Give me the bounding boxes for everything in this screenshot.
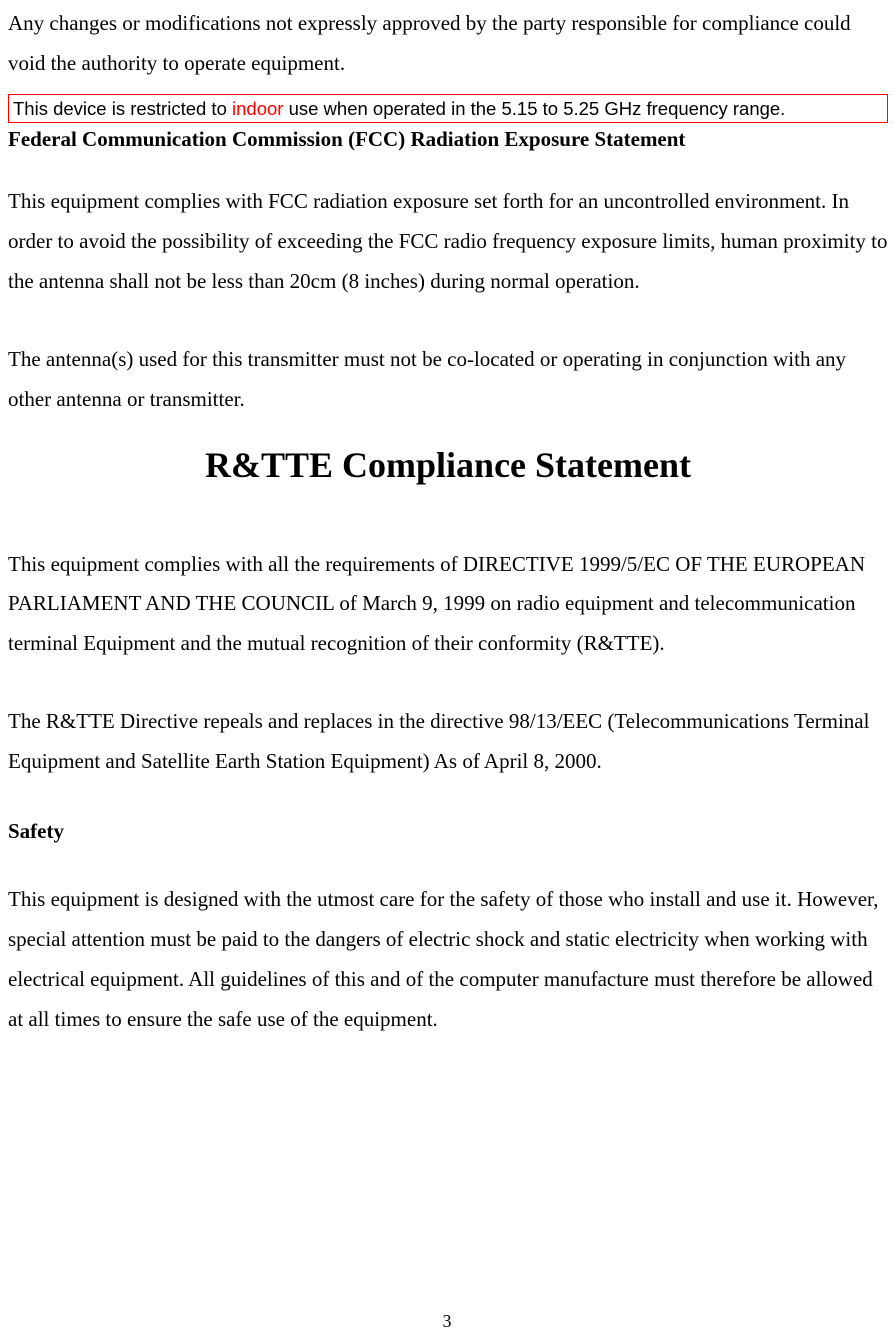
fcc-paragraph-1: This equipment complies with FCC radiati… bbox=[8, 182, 888, 302]
document-page: Any changes or modifications not express… bbox=[0, 0, 894, 1342]
notice-prefix: This device is restricted to bbox=[13, 98, 232, 119]
rtte-paragraph-1: This equipment complies with all the req… bbox=[8, 545, 888, 665]
spacer bbox=[8, 312, 888, 340]
fcc-paragraph-2: The antenna(s) used for this transmitter… bbox=[8, 340, 888, 420]
safety-paragraph: This equipment is designed with the utmo… bbox=[8, 880, 888, 1040]
rtte-paragraph-2: The R&TTE Directive repeals and replaces… bbox=[8, 702, 888, 782]
intro-paragraph: Any changes or modifications not express… bbox=[8, 4, 888, 84]
notice-highlight-word: indoor bbox=[232, 98, 283, 119]
fcc-heading: Federal Communication Commission (FCC) R… bbox=[8, 125, 888, 154]
indoor-restriction-notice: This device is restricted to indoor use … bbox=[8, 94, 888, 123]
spacer bbox=[8, 674, 888, 702]
rtte-title: R&TTE Compliance Statement bbox=[8, 442, 888, 489]
page-number: 3 bbox=[0, 1304, 894, 1338]
safety-heading: Safety bbox=[8, 812, 888, 852]
notice-suffix: use when operated in the 5.15 to 5.25 GH… bbox=[283, 98, 785, 119]
